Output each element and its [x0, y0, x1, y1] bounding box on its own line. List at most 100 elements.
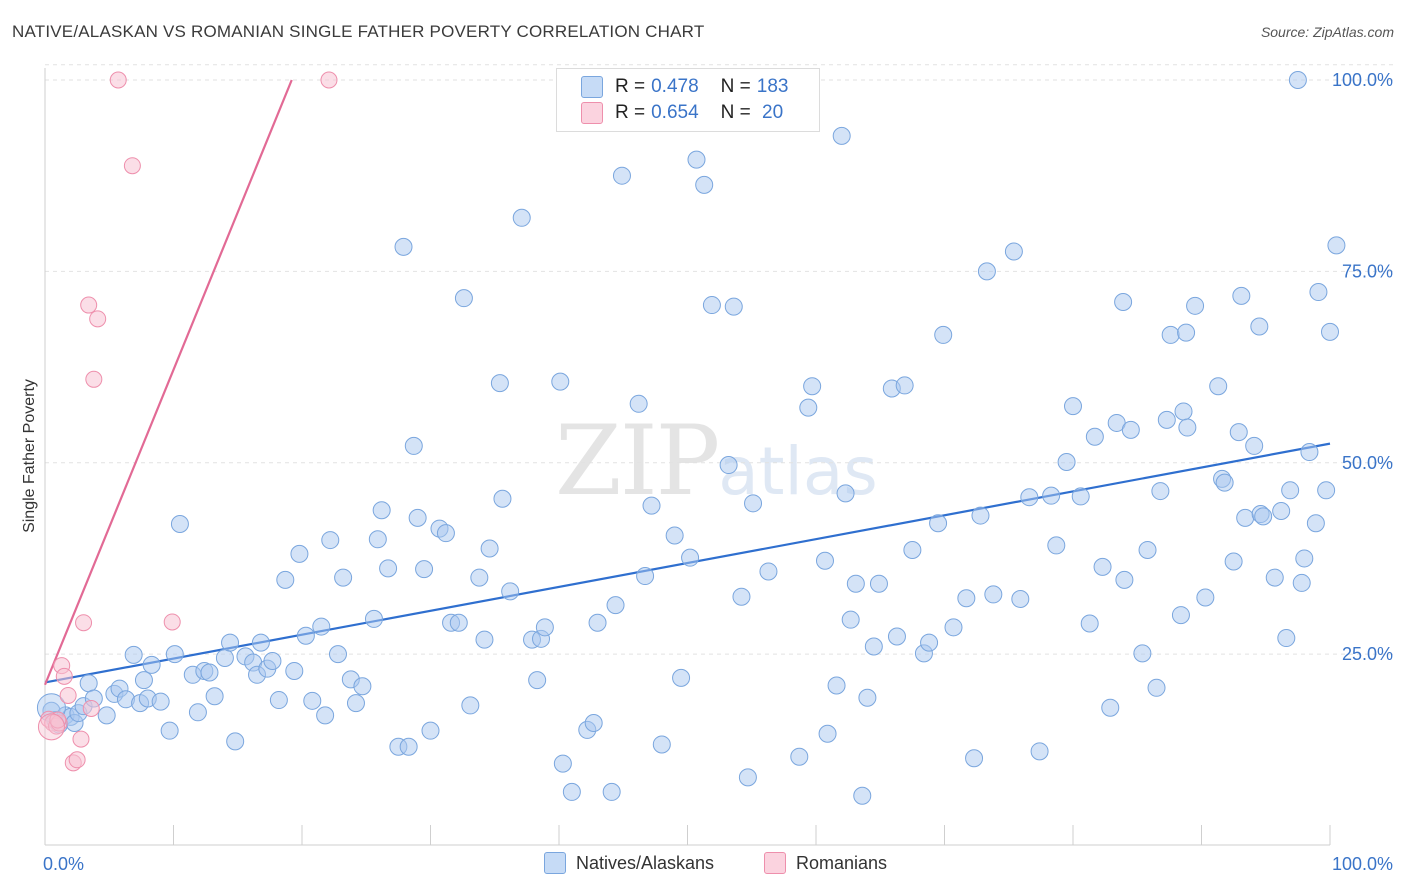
- data-point-natives: [971, 506, 990, 525]
- data-point-natives: [251, 633, 270, 652]
- data-point-natives: [1229, 423, 1248, 442]
- data-point-natives: [394, 237, 413, 256]
- data-point-natives: [672, 668, 691, 687]
- data-point-natives: [269, 691, 288, 710]
- data-point-natives: [738, 768, 757, 787]
- data-point-natives: [470, 568, 489, 587]
- data-point-romanians: [89, 310, 107, 328]
- data-point-natives: [1161, 325, 1180, 344]
- data-point-natives: [1147, 678, 1166, 697]
- y-tick-label: 75.0%: [1342, 261, 1393, 281]
- data-point-natives: [803, 377, 822, 396]
- data-point-romanians: [49, 711, 67, 729]
- data-point-romanians: [163, 613, 181, 631]
- legend-swatch-natives: [581, 76, 603, 98]
- series-legend-romanians[interactable]: Romanians: [764, 852, 887, 874]
- data-point-natives: [1306, 514, 1325, 533]
- data-point-natives: [1057, 452, 1076, 471]
- data-point-romanians: [82, 699, 100, 717]
- data-point-natives: [827, 676, 846, 695]
- data-point-natives: [436, 524, 455, 543]
- axes: [44, 68, 1331, 846]
- data-point-natives: [170, 514, 189, 533]
- data-point-natives: [1209, 377, 1228, 396]
- data-point-natives: [276, 570, 295, 589]
- data-point-natives: [449, 613, 468, 632]
- data-point-natives: [864, 637, 883, 656]
- series-swatch-romanians: [764, 852, 786, 874]
- data-point-natives: [1115, 570, 1134, 589]
- data-point-natives: [1272, 501, 1291, 520]
- data-point-natives: [353, 677, 372, 696]
- data-point-natives: [799, 398, 818, 417]
- data-point-natives: [759, 562, 778, 581]
- data-point-natives: [841, 610, 860, 629]
- data-point-romanians: [80, 296, 98, 314]
- tick-labels: 25.0% 50.0% 75.0% 100.0% 0.0% 100.0%: [43, 70, 1393, 874]
- data-point-natives: [1317, 481, 1336, 500]
- data-point-natives: [421, 721, 440, 740]
- data-point-natives: [1093, 557, 1112, 576]
- data-point-natives: [1047, 536, 1066, 555]
- data-point-natives: [285, 661, 304, 680]
- series-swatch-natives: [544, 852, 566, 874]
- data-point-natives: [1245, 436, 1264, 455]
- data-point-romanians: [37, 713, 65, 741]
- legend-r-label: R =: [615, 102, 646, 123]
- watermark-zip: ZIP: [555, 405, 720, 517]
- data-point-natives: [1080, 614, 1099, 633]
- data-point-natives: [1020, 488, 1039, 507]
- y-tick-label: 100.0%: [1332, 70, 1393, 90]
- data-point-natives: [1254, 507, 1273, 526]
- data-point-natives: [584, 714, 603, 733]
- data-point-natives: [695, 175, 714, 194]
- y-tick-label: 50.0%: [1342, 453, 1393, 473]
- grid-lines: [45, 64, 1395, 655]
- data-point-natives: [1277, 629, 1296, 648]
- data-point-natives: [1042, 486, 1061, 505]
- watermark: ZIPatlas: [555, 405, 878, 517]
- natives-points: [36, 71, 1346, 805]
- data-point-natives: [346, 694, 365, 713]
- data-point-natives: [681, 548, 700, 567]
- data-point-natives: [1174, 402, 1193, 421]
- data-point-natives: [744, 494, 763, 513]
- data-point-natives: [832, 126, 851, 145]
- data-point-natives: [642, 496, 661, 515]
- data-point-natives: [1133, 644, 1152, 663]
- chart-title: NATIVE/ALASKAN VS ROMANIAN SINGLE FATHER…: [12, 22, 705, 41]
- data-point-natives: [296, 626, 315, 645]
- data-point-natives: [815, 551, 834, 570]
- data-point-natives: [1121, 420, 1140, 439]
- data-point-natives: [1281, 481, 1300, 500]
- data-point-natives: [1064, 397, 1082, 416]
- data-point-natives: [134, 671, 153, 690]
- data-point-natives: [399, 737, 418, 756]
- legend-n-label: N =: [720, 102, 751, 123]
- series-label-natives: Natives/Alaskans: [576, 852, 715, 873]
- data-point-natives: [1236, 508, 1255, 527]
- data-point-natives: [602, 782, 621, 801]
- data-point-natives: [1011, 590, 1030, 609]
- data-point-natives: [984, 585, 1003, 604]
- data-point-romanians: [68, 751, 86, 769]
- data-point-natives: [312, 617, 331, 636]
- data-point-natives: [263, 652, 282, 671]
- data-point-natives: [562, 782, 581, 801]
- data-point-romanians: [55, 667, 73, 685]
- legend-n-value: 183: [756, 76, 789, 97]
- series-label-romanians: Romanians: [796, 852, 888, 873]
- data-point-natives: [364, 609, 383, 628]
- data-point-natives: [1300, 443, 1319, 462]
- correlation-legend: R = 0.478 N = 183 R = 0.654 N = 20: [556, 68, 820, 132]
- data-point-natives: [368, 530, 387, 549]
- data-point-natives: [606, 596, 625, 615]
- series-legend-natives[interactable]: Natives/Alaskans: [544, 852, 714, 874]
- data-point-romanians: [75, 614, 93, 632]
- legend-r-label: R =: [615, 76, 646, 97]
- data-point-natives: [629, 394, 648, 413]
- data-point-natives: [1085, 427, 1104, 446]
- data-point-natives: [124, 645, 143, 664]
- data-point-natives: [920, 633, 939, 652]
